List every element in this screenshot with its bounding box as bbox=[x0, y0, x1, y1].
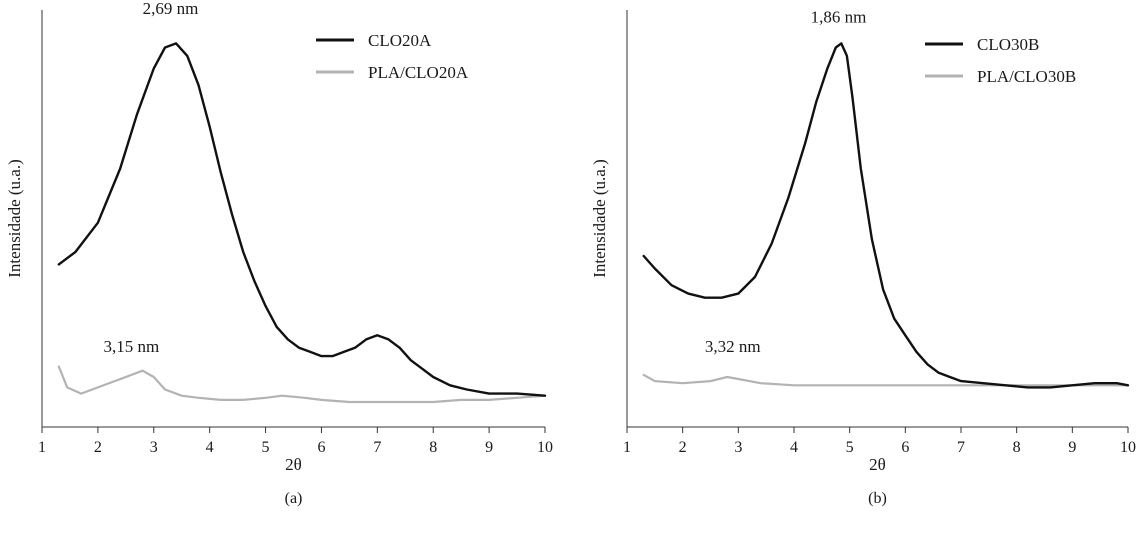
chart-panel-a: 1 2 3 4 5 6 7 8 9 10 2θ Intensidade (u.a.) (a) CLO20A… bbox=[5, 0, 553, 507]
x-tick-label: 9 bbox=[1068, 439, 1076, 456]
x-tick-label: 4 bbox=[206, 439, 214, 456]
panel-label: (b) bbox=[868, 490, 887, 507]
x-tick-label: 6 bbox=[901, 439, 909, 456]
legend-label: PLA/CLO30B bbox=[977, 67, 1076, 86]
series-line-pla-clo20a bbox=[57, 365, 547, 404]
x-tick-label: 9 bbox=[485, 439, 493, 456]
peak-annotation: 3,15 nm bbox=[104, 337, 160, 356]
peak-annotation: 1,86 nm bbox=[811, 8, 867, 27]
x-tick-label: 3 bbox=[734, 439, 742, 456]
panel-label: (a) bbox=[285, 490, 303, 507]
series-line-clo30b bbox=[642, 42, 1130, 389]
x-tick-label: 1 bbox=[623, 439, 631, 456]
x-tick-label: 2 bbox=[94, 439, 102, 456]
x-tick-label: 5 bbox=[846, 439, 854, 456]
x-axis-title: 2θ bbox=[285, 455, 302, 474]
x-tick-label: 1 bbox=[38, 439, 46, 456]
y-axis-title: Intensidade (u.a.) bbox=[5, 159, 24, 277]
peak-annotation: 3,32 nm bbox=[705, 337, 761, 356]
x-axis-title: 2θ bbox=[869, 455, 886, 474]
legend-label: CLO20A bbox=[368, 31, 432, 50]
x-tick-label: 8 bbox=[1013, 439, 1021, 456]
x-tick-label: 4 bbox=[790, 439, 798, 456]
series-line-clo20a bbox=[57, 42, 547, 397]
x-tick-label: 2 bbox=[679, 439, 687, 456]
x-tick-label: 7 bbox=[373, 439, 381, 456]
x-tick-label: 6 bbox=[317, 439, 325, 456]
x-tick-label: 10 bbox=[1120, 439, 1136, 456]
x-tick-label: 10 bbox=[537, 439, 553, 456]
x-tick-label: 5 bbox=[262, 439, 270, 456]
y-axis-title: Intensidade (u.a.) bbox=[590, 159, 609, 277]
series-line-pla-clo30b bbox=[642, 373, 1130, 387]
chart-panel-b: 1 2 3 4 5 6 7 8 9 10 2θ Intensidade (u.a.) (b) CLO30B… bbox=[590, 8, 1136, 507]
x-tick-label: 3 bbox=[150, 439, 158, 456]
legend-label: PLA/CLO20A bbox=[368, 63, 469, 82]
peak-annotation: 2,69 nm bbox=[143, 0, 199, 18]
legend-label: CLO30B bbox=[977, 35, 1039, 54]
x-tick-label: 7 bbox=[957, 439, 965, 456]
x-tick-label: 8 bbox=[429, 439, 437, 456]
